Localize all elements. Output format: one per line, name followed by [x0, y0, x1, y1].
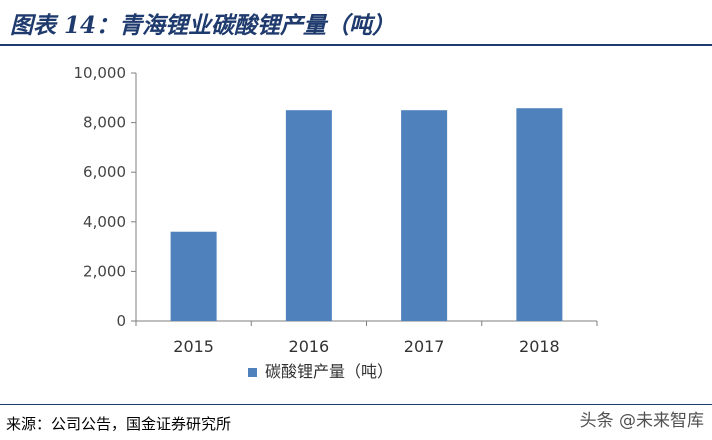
watermark: 头条 @未来智库	[579, 411, 704, 431]
title-divider	[0, 44, 712, 46]
source-note: 来源：公司公告，国金证券研究所	[6, 415, 232, 433]
x-tick-label: 2018	[519, 337, 560, 356]
y-tick-label: 4,000	[83, 213, 126, 231]
bar-2017	[401, 110, 448, 321]
bar-2018	[516, 108, 563, 321]
y-tick-label: 8,000	[83, 114, 126, 132]
y-tick-label: 6,000	[83, 163, 126, 181]
footer-divider	[0, 404, 712, 405]
bars	[170, 108, 563, 321]
x-tick-label: 2016	[289, 337, 330, 356]
legend-swatch	[248, 368, 257, 377]
bar-2015	[170, 231, 217, 321]
legend: 碳酸锂产量（吨）	[248, 362, 393, 381]
legend-label: 碳酸锂产量（吨）	[265, 362, 393, 381]
bar-chart: 0 2,000 4,000 6,000 8,000 10,000 2015 2016 2017…	[74, 64, 598, 381]
x-axis: 2015 2016 2017 2018	[135, 320, 598, 356]
y-tick-label: 0	[116, 312, 126, 330]
y-tick-label: 10,000	[74, 64, 127, 82]
y-axis: 0 2,000 4,000 6,000 8,000 10,000	[74, 64, 137, 330]
x-tick-label: 2015	[173, 337, 214, 356]
x-tick-label: 2017	[404, 337, 445, 356]
bar-2016	[285, 110, 332, 321]
y-tick-label: 2,000	[83, 262, 126, 280]
chart-title: 图表 14：青海锂业碳酸锂产量（吨）	[10, 12, 396, 39]
